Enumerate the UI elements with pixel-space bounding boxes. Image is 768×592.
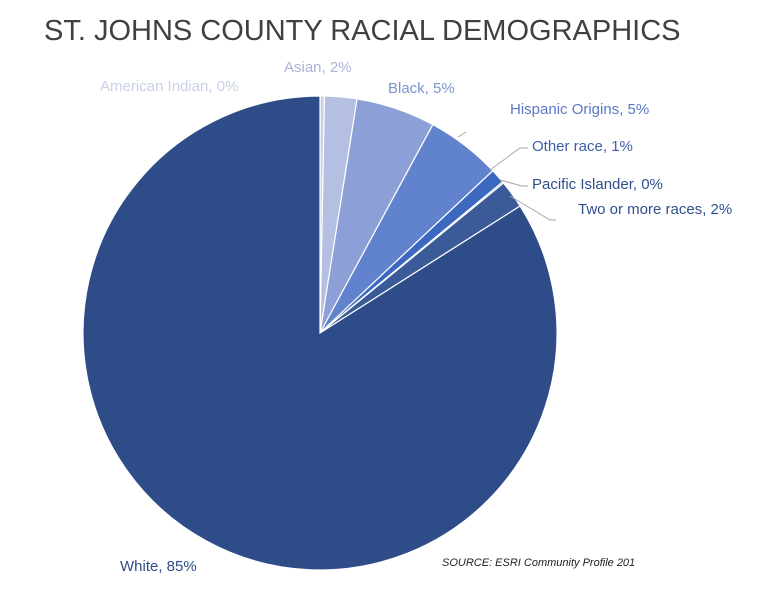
slice-label: White, 85% xyxy=(120,558,197,575)
chart-title: ST. JOHNS COUNTY RACIAL DEMOGRAPHICS xyxy=(44,15,681,47)
leader-line xyxy=(489,147,528,171)
leader-line xyxy=(499,179,528,187)
leader-line xyxy=(509,195,556,221)
slice-labels: American Indian, 0% Asian, 2% Black, 5% His… xyxy=(100,59,732,575)
pie-slices xyxy=(82,95,558,571)
slice-label: Hispanic Origins, 5% xyxy=(510,101,649,118)
leader-line xyxy=(457,131,467,138)
slice-label: American Indian, 0% xyxy=(100,78,238,95)
slice-label: Asian, 2% xyxy=(284,59,352,76)
chart-source: SOURCE: ESRI Community Profile 201 xyxy=(442,557,635,569)
slice-label: Other race, 1% xyxy=(532,138,633,155)
slice-label: Black, 5% xyxy=(388,80,455,97)
slice-label: Two or more races, 2% xyxy=(578,201,732,218)
pie-slice xyxy=(82,95,558,571)
leader-lines xyxy=(457,131,556,221)
slice-label: Pacific Islander, 0% xyxy=(532,176,663,193)
